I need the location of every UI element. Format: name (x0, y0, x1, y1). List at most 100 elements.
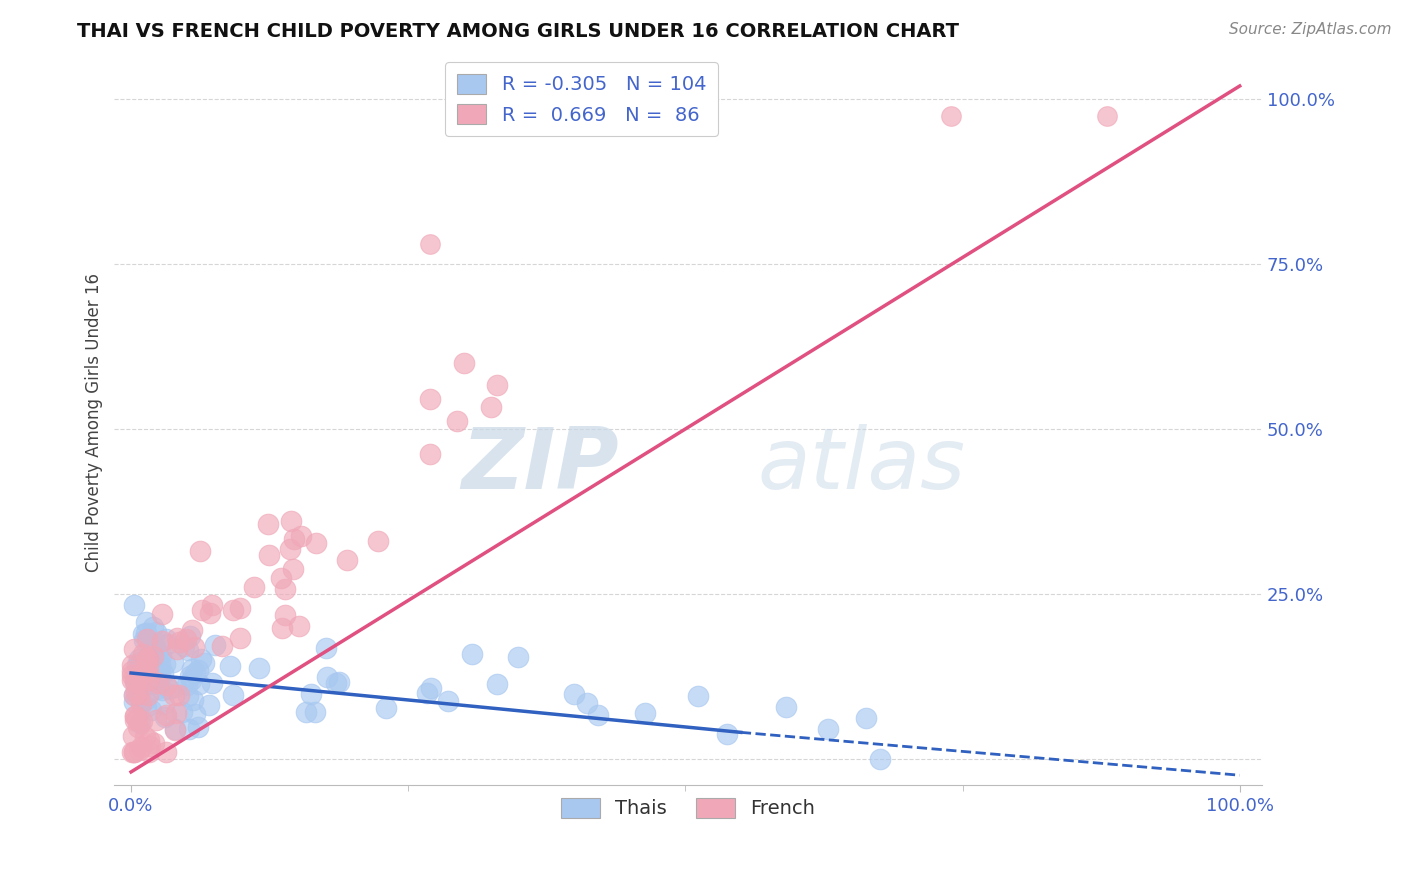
Point (128, 715, 150, 730)
Point (176, 632, 198, 646)
Point (173, 639, 195, 653)
Text: THAI VS FRENCH CHILD POVERTY AMONG GIRLS UNDER 16 CORRELATION CHART: THAI VS FRENCH CHILD POVERTY AMONG GIRLS… (77, 22, 959, 41)
Point (219, 658, 242, 673)
Point (295, 705, 318, 719)
Point (273, 607, 295, 622)
Point (145, 665, 167, 679)
Point (273, 582, 295, 596)
Point (139, 703, 162, 717)
Point (177, 722, 200, 736)
Point (131, 647, 153, 661)
Point (150, 607, 173, 621)
Point (121, 729, 143, 743)
Point (139, 673, 162, 688)
Point (131, 663, 153, 677)
Point (148, 676, 170, 690)
Point (479, 401, 502, 415)
Point (328, 674, 350, 689)
Point (141, 648, 163, 663)
Point (165, 706, 187, 720)
Point (247, 661, 270, 675)
Point (125, 657, 148, 672)
Point (201, 598, 224, 612)
Point (204, 638, 226, 652)
Point (191, 603, 214, 617)
Point (145, 681, 167, 696)
Point (633, 706, 655, 720)
Point (288, 619, 311, 633)
Point (817, 722, 839, 736)
Point (506, 650, 529, 665)
Point (159, 682, 181, 697)
Point (305, 536, 328, 550)
Point (188, 677, 211, 691)
Point (148, 663, 170, 677)
Point (131, 681, 153, 695)
Point (485, 677, 508, 691)
Point (336, 553, 359, 567)
Point (179, 629, 201, 643)
Point (122, 598, 145, 612)
Point (315, 640, 337, 655)
Point (367, 534, 389, 549)
Point (134, 633, 156, 648)
Point (183, 640, 205, 654)
Point (124, 673, 146, 688)
Point (129, 697, 152, 711)
Point (145, 640, 167, 655)
Point (122, 745, 145, 759)
Point (419, 681, 441, 696)
Point (145, 646, 167, 660)
Point (136, 688, 159, 702)
Point (211, 639, 233, 653)
Point (508, 109, 530, 123)
Point (184, 666, 207, 681)
Point (131, 714, 153, 728)
Point (257, 516, 280, 531)
Point (166, 641, 188, 656)
Point (149, 657, 172, 672)
Point (419, 237, 441, 252)
Point (124, 674, 146, 689)
Point (145, 713, 167, 727)
Point (131, 739, 153, 754)
Point (163, 688, 186, 702)
Point (187, 663, 209, 677)
Text: atlas: atlas (756, 425, 965, 508)
Point (869, 752, 891, 766)
Point (136, 661, 159, 675)
Point (562, 687, 585, 701)
Point (136, 651, 159, 665)
Point (775, 700, 797, 714)
Point (453, 356, 475, 370)
Point (121, 667, 143, 681)
Point (122, 642, 145, 657)
Point (121, 657, 143, 672)
Point (136, 652, 159, 666)
Point (149, 667, 172, 681)
Point (229, 601, 252, 615)
Point (135, 615, 157, 630)
Point (419, 447, 441, 461)
Point (134, 676, 156, 690)
Point (193, 656, 215, 670)
Point (187, 719, 209, 733)
Point (142, 620, 165, 634)
Point (460, 648, 482, 662)
Point (1095, 109, 1118, 123)
Point (131, 662, 153, 676)
Point (127, 672, 149, 686)
Point (166, 631, 188, 645)
Point (132, 665, 155, 680)
Point (283, 562, 305, 576)
Point (136, 674, 159, 689)
Point (198, 698, 221, 712)
Point (155, 637, 177, 651)
Point (139, 647, 162, 661)
Point (138, 732, 160, 747)
Point (135, 658, 157, 673)
Point (122, 688, 145, 702)
Point (855, 710, 877, 724)
Point (416, 685, 439, 699)
Point (124, 708, 146, 723)
